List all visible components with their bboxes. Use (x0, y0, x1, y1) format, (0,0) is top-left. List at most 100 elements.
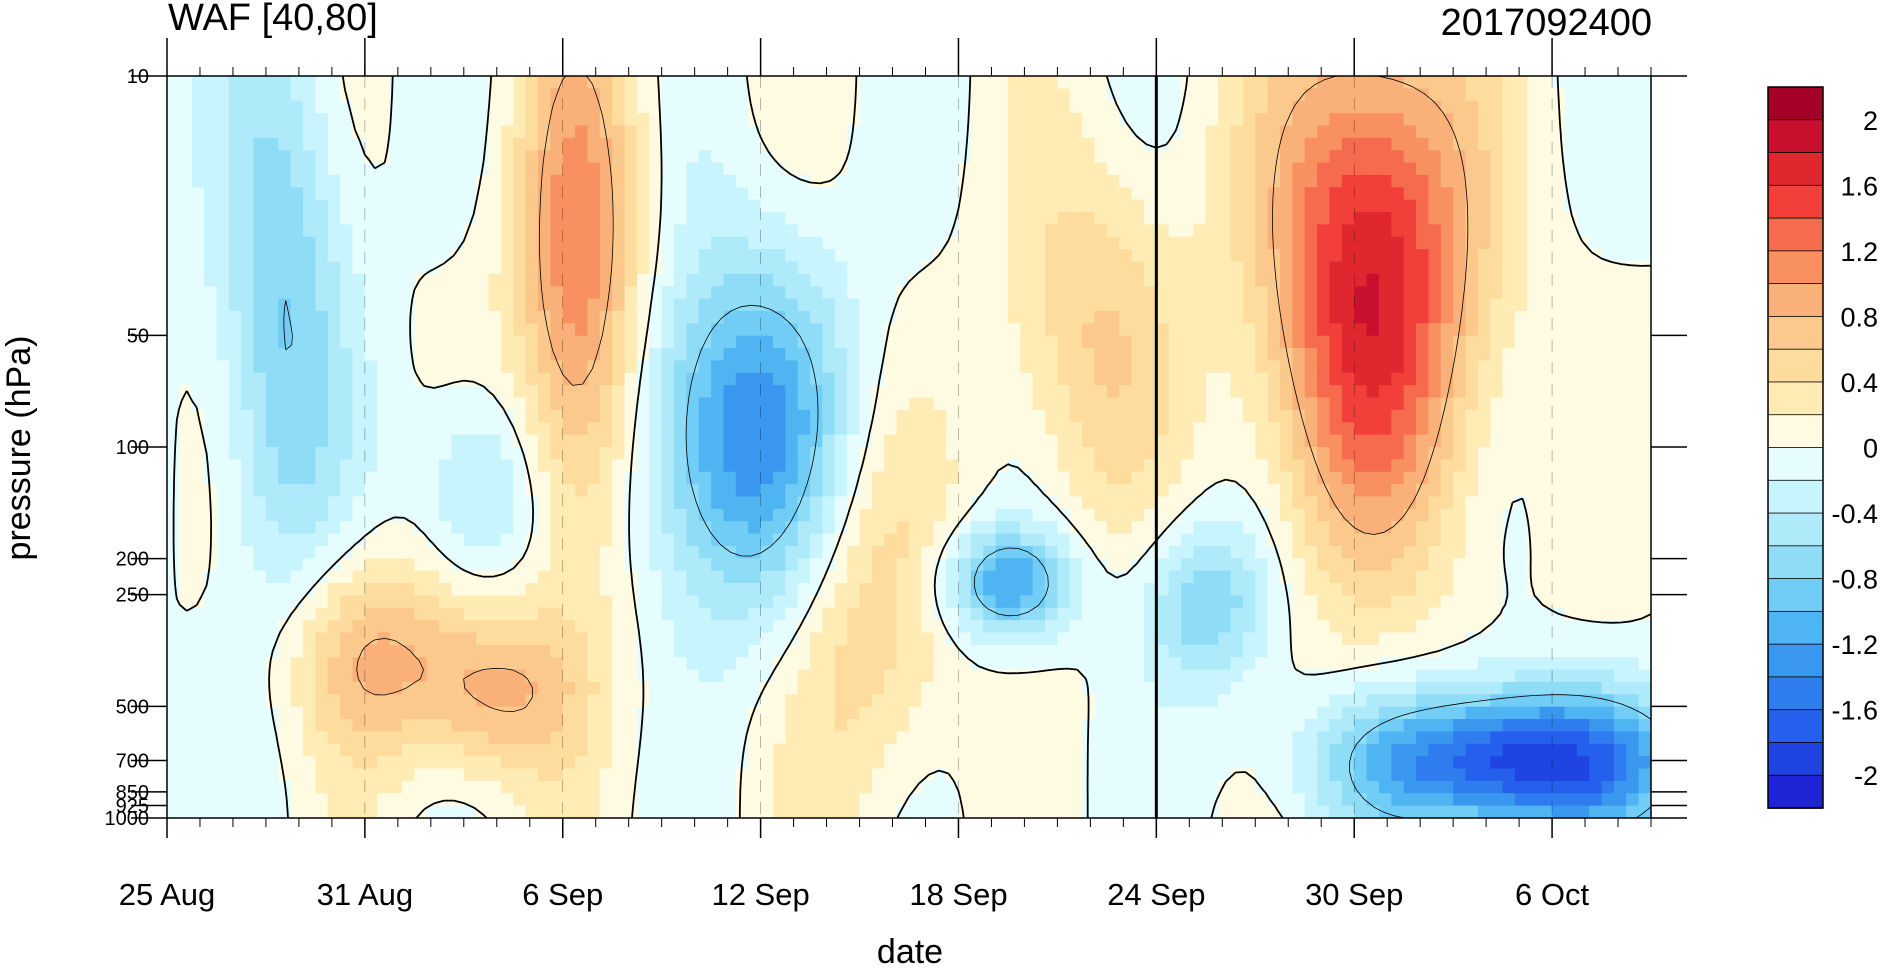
field-cell (1465, 249, 1479, 263)
field-cell (1106, 385, 1120, 399)
field-cell (612, 187, 626, 201)
field-cell (1539, 533, 1553, 547)
field-cell (612, 385, 626, 399)
field-cell (1329, 162, 1343, 176)
field-cell (1143, 471, 1157, 485)
field-cell (1341, 570, 1355, 584)
field-cell (1638, 397, 1651, 411)
field-cell (575, 88, 589, 102)
field-cell (1317, 125, 1331, 139)
field-cell (1589, 409, 1603, 423)
field-cell (1069, 508, 1083, 522)
field-cell (636, 137, 650, 151)
field-cell (1069, 447, 1083, 460)
field-cell (1045, 199, 1058, 213)
field-cell (1564, 434, 1578, 448)
field-cell (797, 100, 811, 114)
field-cell (1267, 199, 1281, 213)
field-cell (1366, 521, 1380, 535)
field-cell (1514, 471, 1528, 485)
field-cell (686, 224, 700, 238)
field-cell (191, 397, 205, 411)
field-cell (871, 137, 885, 151)
field-cell (167, 583, 180, 596)
field-cell (1514, 508, 1528, 522)
field-cell (340, 583, 354, 596)
field-cell (760, 286, 774, 300)
field-cell (513, 125, 527, 139)
field-cell (1514, 310, 1528, 324)
field-cell (1539, 298, 1553, 312)
field-cell (1193, 199, 1207, 213)
field-cell (698, 434, 712, 448)
field-cell (1131, 88, 1145, 102)
field-cell (686, 76, 700, 89)
field-cell (1378, 545, 1392, 559)
field-cell (1514, 125, 1528, 139)
field-cell (389, 273, 403, 287)
field-cell (167, 162, 180, 176)
field-cell (327, 434, 341, 448)
field-cell (1317, 570, 1331, 584)
field-cell (933, 447, 947, 460)
field-cell (1366, 150, 1380, 164)
field-cell (1020, 409, 1034, 423)
field-cell (1502, 162, 1516, 176)
field-cell (216, 521, 230, 535)
field-cell (228, 100, 242, 114)
field-cell (290, 397, 304, 411)
field-cell (909, 261, 922, 275)
field-cell (1317, 224, 1331, 238)
field-cell (624, 187, 638, 201)
field-cell (1391, 508, 1405, 522)
field-cell (463, 187, 477, 201)
field-cell (463, 88, 477, 102)
field-cell (253, 273, 267, 287)
field-cell (414, 298, 428, 312)
field-cell (1292, 310, 1306, 324)
field-cell (1082, 397, 1096, 411)
field-cell (772, 162, 786, 176)
field-cell (1626, 273, 1640, 287)
field-cell (550, 459, 564, 473)
field-cell (451, 298, 465, 312)
field-cell (760, 100, 774, 114)
field-cell (1341, 150, 1355, 164)
field-cell (1613, 249, 1627, 263)
field-cell (1131, 558, 1145, 572)
field-cell (834, 434, 848, 448)
field-cell (1020, 323, 1034, 337)
field-cell (760, 125, 774, 139)
field-cell (1255, 162, 1269, 176)
field-cell (228, 261, 242, 275)
field-cell (909, 385, 922, 399)
field-cell (1613, 150, 1627, 164)
field-cell (859, 496, 873, 510)
field-cell (1341, 372, 1355, 386)
field-cell (364, 323, 378, 337)
field-cell (686, 409, 700, 423)
field-cell (1329, 372, 1343, 386)
field-cell (575, 545, 589, 559)
field-cell (1267, 459, 1281, 473)
field-cell (1168, 298, 1182, 312)
field-cell (698, 310, 712, 324)
field-cell (1218, 323, 1232, 337)
field-cell (1626, 261, 1640, 275)
field-cell (340, 422, 354, 436)
field-cell (377, 150, 391, 164)
field-cell (352, 434, 366, 448)
field-cell (1292, 335, 1306, 349)
field-cell (1069, 199, 1083, 213)
field-cell (847, 310, 861, 324)
field-cell (463, 310, 477, 324)
field-cell (1168, 199, 1182, 213)
field-cell (1539, 496, 1553, 510)
field-cell (785, 113, 799, 127)
field-cell (1354, 310, 1368, 324)
field-cell (1069, 484, 1083, 498)
field-cell (575, 385, 589, 399)
field-cell (303, 348, 316, 362)
field-cell (1416, 447, 1429, 460)
field-cell (1020, 533, 1034, 547)
